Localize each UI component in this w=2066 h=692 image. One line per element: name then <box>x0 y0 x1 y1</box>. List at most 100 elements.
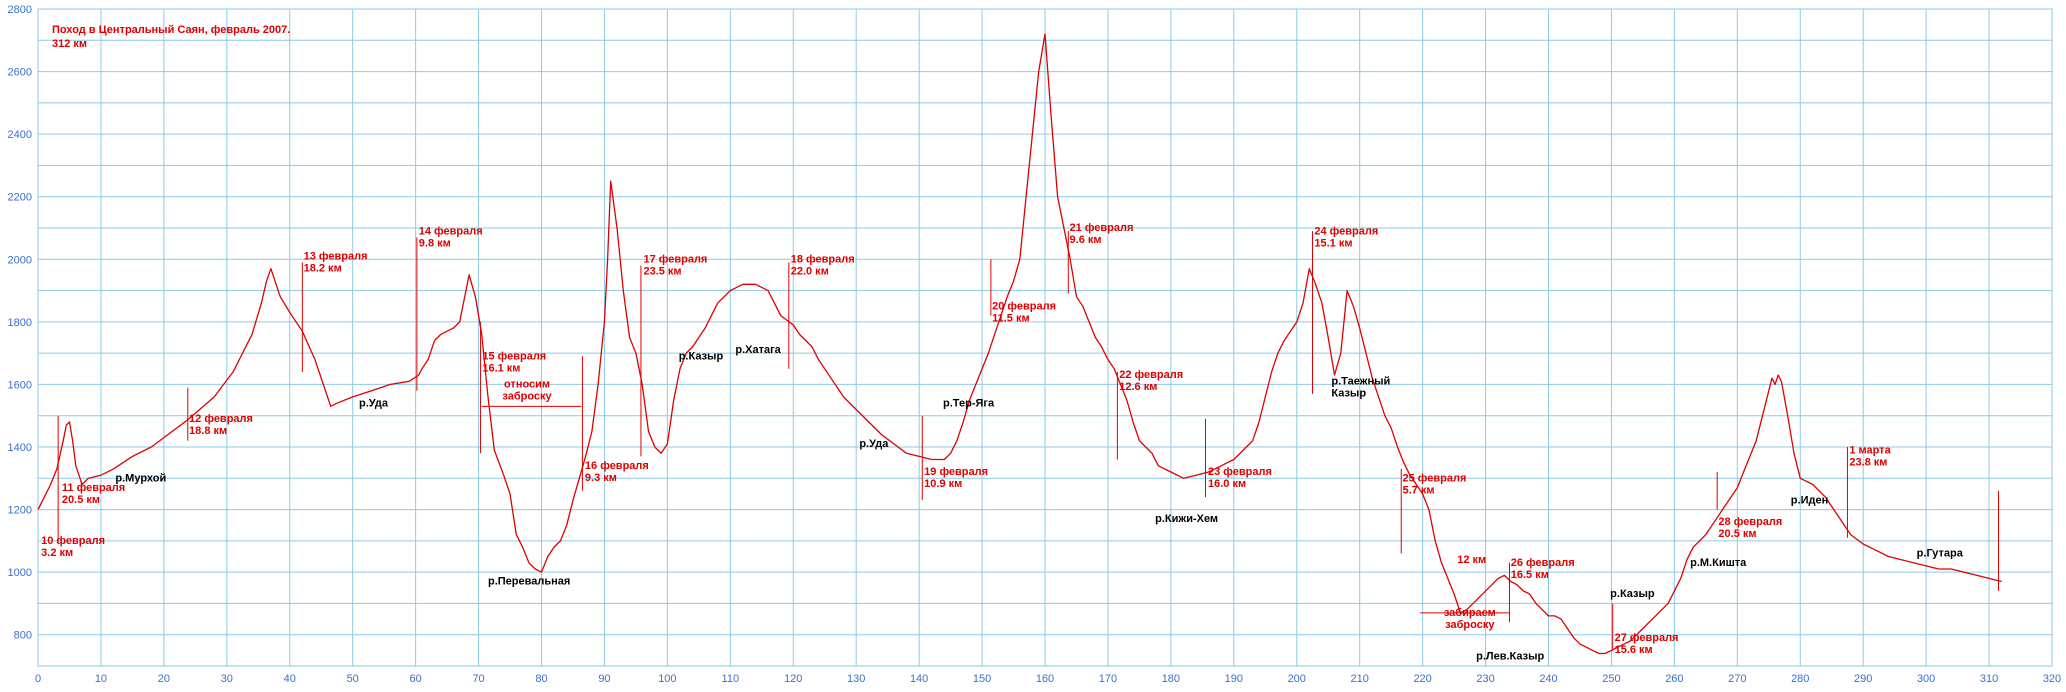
day-label-line: 10 февраля <box>41 535 105 547</box>
river-label-line: р.Иден <box>1791 494 1828 506</box>
day-label-line: 18 февраля <box>791 253 855 265</box>
x-tick-label: 20 <box>158 673 170 685</box>
day-label-line: 20.5 км <box>1718 528 1756 540</box>
day-label: 13 февраля 18.2 км <box>304 250 368 274</box>
day-label: 15 февраля 16.1 км <box>482 350 546 374</box>
x-tick-label: 110 <box>722 673 740 685</box>
river-label: р.Таежный Казыр <box>1331 375 1390 399</box>
river-label-line: р.Мурхой <box>115 472 166 484</box>
river-label-line: р.Уда <box>859 438 889 450</box>
day-label-line: 16 февраля <box>585 460 649 472</box>
x-tick-label: 270 <box>1728 673 1746 685</box>
x-tick-label: 120 <box>784 673 802 685</box>
day-label-line: 5.7 км <box>1402 484 1434 496</box>
day-label: 12 февраля 18.8 км <box>189 413 253 437</box>
x-tick-label: 300 <box>1917 673 1935 685</box>
river-label: р.Казыр <box>679 350 724 362</box>
river-label-line: р.Казыр <box>1610 588 1655 600</box>
river-label-line: р.Казыр <box>679 350 724 362</box>
day-label: 26 февраля 16.5 км <box>1511 557 1575 581</box>
y-tick-label: 2200 <box>8 192 32 204</box>
day-label-line: 20 февраля <box>992 300 1056 312</box>
day-label: 22 февраля 12.6 км <box>1119 369 1183 393</box>
day-label: 20 февраля 11.5 км <box>992 300 1056 324</box>
x-tick-label: 180 <box>1162 673 1180 685</box>
day-label-line: 9.6 км <box>1070 234 1102 246</box>
river-label-line: р.Лев.Казыр <box>1476 651 1544 663</box>
river-label-line: р.Хатага <box>735 344 781 356</box>
x-tick-label: 150 <box>973 673 991 685</box>
river-label: р.Кижи-Хем <box>1155 513 1218 525</box>
x-tick-label: 310 <box>1980 673 1998 685</box>
day-label-line: 23.5 км <box>643 265 681 277</box>
x-tick-label: 140 <box>910 673 928 685</box>
y-tick-label: 1400 <box>8 442 32 454</box>
day-label: 27 февраля 15.6 км <box>1615 632 1679 656</box>
x-tick-label: 50 <box>347 673 359 685</box>
chart-subtitle: 312 км <box>52 38 87 50</box>
x-tick-label: 260 <box>1665 673 1683 685</box>
x-tick-label: 220 <box>1413 673 1431 685</box>
x-tick-label: 160 <box>1036 673 1054 685</box>
x-tick-label: 80 <box>535 673 547 685</box>
x-tick-label: 250 <box>1602 673 1620 685</box>
day-label-line: 11 февраля <box>62 482 125 494</box>
day-label: 1 марта 23.8 км <box>1849 444 1891 468</box>
y-tick-label: 1600 <box>8 379 32 391</box>
x-tick-label: 130 <box>847 673 865 685</box>
river-label: р.Иден <box>1791 494 1828 506</box>
river-label-line: р.М.Кишта <box>1690 557 1747 569</box>
x-tick-label: 40 <box>284 673 296 685</box>
day-label-line: 18.2 км <box>304 262 342 274</box>
day-label-line: 18.8 км <box>189 425 227 437</box>
day-label-line: 20.5 км <box>62 494 100 506</box>
day-label-line: 17 февраля <box>643 253 707 265</box>
day-label-line: 12 февраля <box>189 413 253 425</box>
river-label: р.Уда <box>859 438 889 450</box>
day-label-line: 12.6 км <box>1119 381 1157 393</box>
river-label-line: р.Таежный <box>1331 375 1390 387</box>
day-label-line: 28 февраля <box>1718 516 1782 528</box>
river-label: р.Мурхой <box>115 472 166 484</box>
x-tick-label: 190 <box>1225 673 1243 685</box>
day-label: 18 февраля 22.0 км <box>791 253 855 277</box>
day-label-line: 22 февраля <box>1119 369 1183 381</box>
x-tick-label: 280 <box>1791 673 1809 685</box>
river-label-line: р.Тер-Яга <box>943 397 995 409</box>
x-tick-label: 240 <box>1539 673 1557 685</box>
day-label-line: 11.5 км <box>992 312 1030 324</box>
day-label-line: 24 февраля <box>1314 225 1378 237</box>
cache-label-line: относим <box>504 379 550 391</box>
day-label: 19 февраля 10.9 км <box>924 466 988 490</box>
river-label: р.Перевальная <box>488 576 570 588</box>
axis-ticks: 0 10 20 30 40 50 60 70 80 90 100 110 120 130 140 150 160… <box>8 4 2062 685</box>
river-label: р.Тер-Яга <box>943 397 995 409</box>
river-label-line: р.Гутара <box>1917 548 1964 560</box>
y-tick-label: 2400 <box>8 129 32 141</box>
x-tick-label: 70 <box>472 673 484 685</box>
river-label-line: р.Перевальная <box>488 576 570 588</box>
y-tick-label: 2800 <box>8 4 32 16</box>
x-tick-label: 200 <box>1288 673 1306 685</box>
x-tick-label: 290 <box>1854 673 1872 685</box>
day-label: 14 февраля 9.8 км <box>419 225 483 249</box>
river-label: р.Уда <box>359 397 389 409</box>
day-label: 16 февраля 9.3 км <box>585 460 649 484</box>
day-label-line: 16.1 км <box>482 362 520 374</box>
x-tick-label: 170 <box>1099 673 1117 685</box>
day-label-line: 3.2 км <box>41 547 73 559</box>
day-label-line: 10.9 км <box>924 478 962 490</box>
day-label-line: 27 февраля <box>1615 632 1679 644</box>
day-label: 28 февраля 20.5 км <box>1718 516 1782 540</box>
day-label: 11 февраля 20.5 км <box>62 482 125 506</box>
river-label: р.Гутара <box>1917 548 1964 560</box>
x-tick-label: 210 <box>1351 673 1369 685</box>
day-label-line: 22.0 км <box>791 265 829 277</box>
profile-series <box>37 33 2002 655</box>
day-label-line: 12 км <box>1457 554 1486 566</box>
river-label-line: р.Кижи-Хем <box>1155 513 1218 525</box>
x-tick-label: 10 <box>95 673 107 685</box>
